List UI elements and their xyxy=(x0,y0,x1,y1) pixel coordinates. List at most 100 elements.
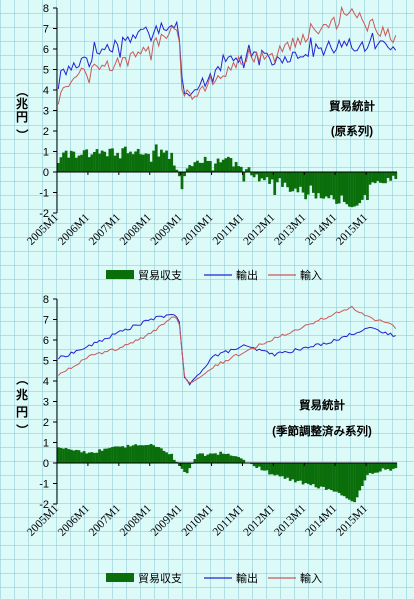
balance-bar xyxy=(196,160,199,172)
balance-bar xyxy=(324,463,328,490)
balance-bar xyxy=(291,172,295,192)
balance-bar xyxy=(245,169,248,172)
balance-bar xyxy=(252,463,256,467)
y-tick-label: 1 xyxy=(43,438,49,450)
balance-bar xyxy=(306,172,310,195)
balance-bar xyxy=(72,151,76,172)
balance-bar xyxy=(121,446,125,463)
balance-bar xyxy=(335,463,338,492)
balance-bar xyxy=(322,463,326,487)
balance-bar xyxy=(304,463,307,484)
balance-bar xyxy=(368,463,372,474)
chart-annotation: (原系列) xyxy=(331,124,373,138)
balance-bar xyxy=(221,453,225,463)
balance-bar xyxy=(64,150,68,172)
x-tick-label: 2006M1 xyxy=(56,502,92,538)
balance-bar xyxy=(105,156,109,172)
x-tick-label: 2007M1 xyxy=(87,502,123,538)
balance-bar xyxy=(229,158,233,172)
balance-bar xyxy=(126,153,130,172)
balance-bar xyxy=(350,463,354,502)
balance-bar xyxy=(147,444,150,463)
balance-bar xyxy=(268,463,271,475)
balance-bar xyxy=(178,463,181,466)
balance-bar xyxy=(391,172,395,176)
balance-bar xyxy=(196,454,199,463)
y-tick-label: 3 xyxy=(43,106,49,118)
balance-bar xyxy=(149,161,153,172)
y-axis-label: 兆 xyxy=(16,387,28,402)
balance-bar xyxy=(309,463,313,486)
balance-bar xyxy=(162,152,166,172)
x-tick-label: 2008M1 xyxy=(118,211,154,247)
legend-label: 輸入 xyxy=(300,571,322,585)
balance-bar xyxy=(224,454,228,463)
balance-bar xyxy=(286,172,289,188)
balance-bar xyxy=(234,162,238,172)
balance-bar xyxy=(319,463,323,487)
balance-bar xyxy=(391,463,395,469)
balance-bar xyxy=(371,172,374,183)
balance-bar xyxy=(75,157,78,172)
balance-bar xyxy=(340,172,344,196)
balance-bar xyxy=(157,447,161,463)
balance-bar xyxy=(384,463,387,470)
balance-bar xyxy=(95,149,99,172)
balance-bar xyxy=(360,463,364,486)
y-axis-label: （ xyxy=(15,373,30,385)
exports-line xyxy=(57,314,396,386)
balance-bar xyxy=(87,157,91,172)
balance-bar xyxy=(263,172,266,181)
balance-bar xyxy=(98,449,101,463)
y-tick-label: 6 xyxy=(43,335,49,347)
balance-bar xyxy=(116,152,119,172)
balance-bar xyxy=(270,463,274,475)
balance-bar xyxy=(363,172,367,195)
balance-bar xyxy=(147,154,150,172)
balance-bar xyxy=(296,172,300,193)
y-tick-label: 5 xyxy=(43,65,49,77)
balance-bar xyxy=(129,446,132,463)
balance-bar xyxy=(386,172,390,178)
y-tick-label: -2 xyxy=(39,208,49,220)
balance-bar xyxy=(180,172,184,190)
y-tick-label: -1 xyxy=(39,479,49,491)
balance-bar xyxy=(134,151,137,172)
balance-bar xyxy=(291,463,295,480)
balance-bar xyxy=(324,172,328,197)
balance-bar xyxy=(139,154,143,172)
y-tick-label: -1 xyxy=(39,188,49,200)
balance-bar xyxy=(363,463,367,481)
balance-bar xyxy=(123,447,127,463)
chart-1: -2-10123456782005M12006M12007M12008M1200… xyxy=(15,3,398,282)
balance-bar xyxy=(211,453,215,463)
balance-bar xyxy=(317,463,320,489)
balance-bar xyxy=(77,155,81,172)
balance-bar xyxy=(221,159,225,172)
balance-bar xyxy=(85,453,89,463)
balance-bar xyxy=(142,154,145,172)
balance-bar xyxy=(257,463,261,467)
balance-bar xyxy=(175,169,179,172)
balance-bar xyxy=(98,153,101,172)
balance-bar xyxy=(386,463,390,470)
balance-bar xyxy=(304,172,307,200)
balance-bar xyxy=(216,454,220,463)
y-tick-label: 3 xyxy=(43,397,49,409)
x-tick-label: 2010M1 xyxy=(180,211,216,247)
balance-bar xyxy=(250,172,253,176)
balance-bar xyxy=(183,172,186,177)
balance-bar xyxy=(330,172,333,196)
balance-bar xyxy=(198,162,202,172)
y-axis-label: 円 xyxy=(16,110,28,124)
balance-bar xyxy=(95,452,99,463)
balance-bar xyxy=(358,172,362,204)
balance-bar xyxy=(260,463,264,471)
chart-2: -2-10123456782005M12006M12007M12008M1200… xyxy=(15,294,398,585)
balance-bar xyxy=(237,166,241,172)
balance-bar xyxy=(389,463,392,471)
balance-bar xyxy=(142,445,145,463)
balance-bar xyxy=(57,447,60,463)
balance-bar xyxy=(82,451,86,463)
balance-bar xyxy=(265,172,269,178)
